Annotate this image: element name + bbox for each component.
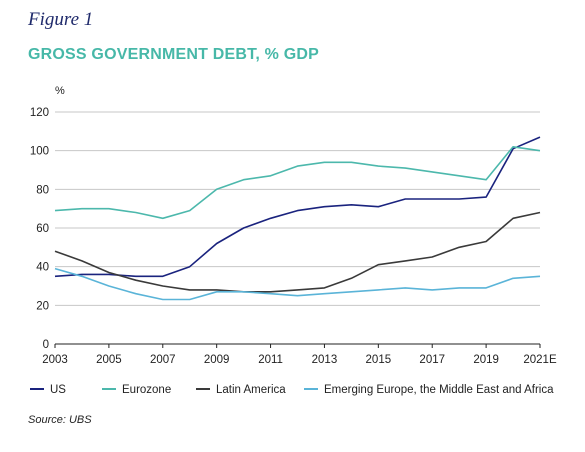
series-line-us <box>54 136 541 278</box>
legend-label: Emerging Europe, the Middle East and Afr… <box>324 384 554 396</box>
series-lines <box>54 136 541 301</box>
y-tick-label: 100 <box>30 146 49 158</box>
series-line-eurozone <box>54 146 541 220</box>
gridlines <box>55 111 540 306</box>
legend: US Eurozone Latin America Emerging Europe, … <box>30 384 554 396</box>
x-axis: 2003 2005 2007 2009 2011 2013 2015 2017 2019 2021… <box>42 343 557 366</box>
x-tick-label: 2015 <box>366 354 392 366</box>
y-tick-label: 40 <box>36 262 49 274</box>
chart-title: GROSS GOVERNMENT DEBT, % GDP <box>28 46 319 63</box>
x-tick-label: 2005 <box>96 354 122 366</box>
y-axis: 0 20 40 60 80 100 120 <box>30 107 49 351</box>
y-tick-label: 60 <box>36 223 49 235</box>
legend-label: Eurozone <box>122 384 171 396</box>
x-tick-label: 2011 <box>258 354 283 366</box>
legend-label: Latin America <box>216 384 286 396</box>
x-tick-label: 2003 <box>42 354 68 366</box>
y-tick-label: 0 <box>43 339 49 351</box>
y-tick-label: 20 <box>36 300 49 312</box>
series-line-latin-america <box>54 211 541 293</box>
legend-label: US <box>50 384 66 396</box>
x-tick-label: 2007 <box>150 354 176 366</box>
x-tick-label: 2019 <box>473 354 499 366</box>
y-tick-label: 80 <box>36 184 49 196</box>
x-tick-label: 2021E <box>523 354 557 366</box>
x-tick-label: 2013 <box>312 354 338 366</box>
figure-label: Figure 1 <box>28 9 94 30</box>
y-tick-label: 120 <box>30 107 49 119</box>
series-line-emerging-europe-the-middle-east-and-africa <box>54 267 541 301</box>
x-tick-label: 2009 <box>204 354 230 366</box>
source-note: Source: UBS <box>28 414 92 426</box>
x-tick-label: 2017 <box>419 354 445 366</box>
y-axis-label: % <box>55 85 65 97</box>
